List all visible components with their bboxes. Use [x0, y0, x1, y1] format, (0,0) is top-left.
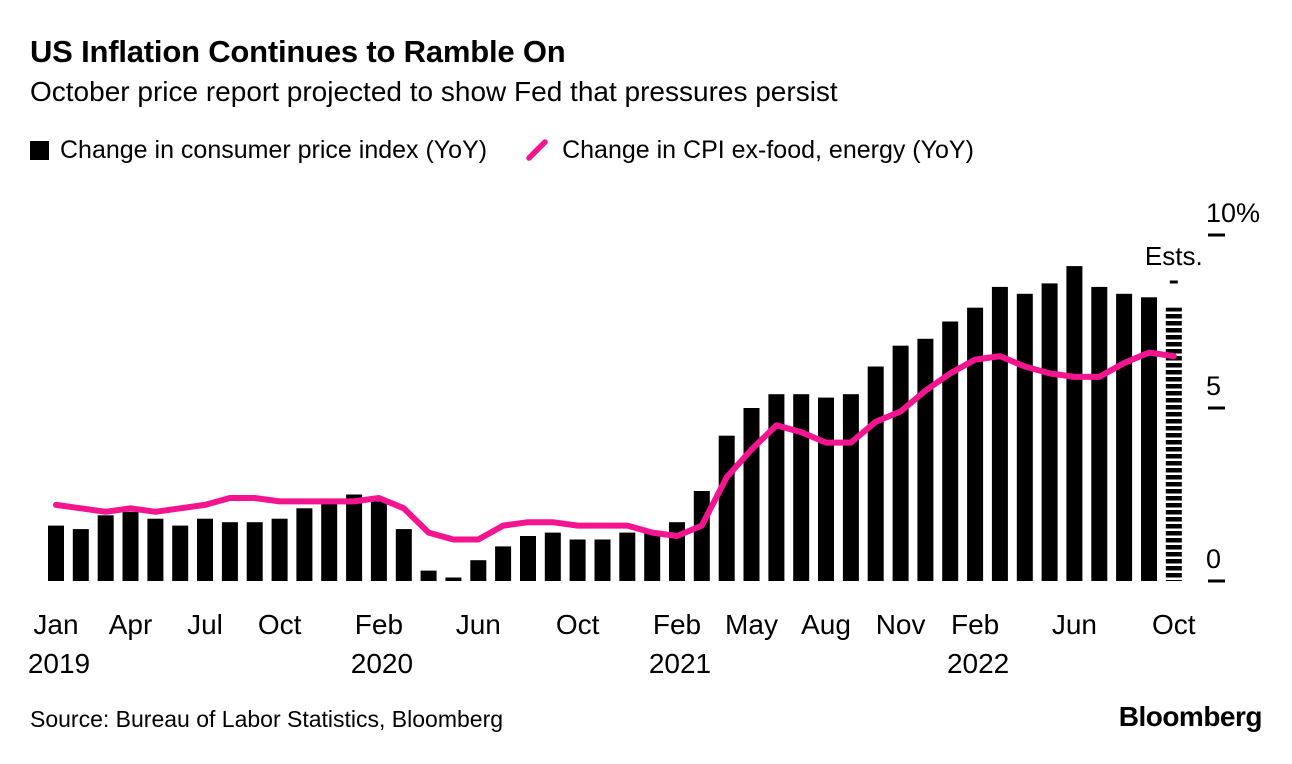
x-tick-year: 2021 — [649, 648, 711, 679]
bar — [48, 525, 64, 581]
bar — [644, 532, 661, 581]
bar — [594, 539, 611, 581]
bar — [942, 321, 959, 581]
bar — [718, 435, 735, 581]
bar — [793, 394, 810, 581]
bar — [1016, 293, 1033, 581]
bar — [470, 560, 487, 581]
bar — [370, 501, 387, 581]
black-square-icon — [30, 140, 49, 160]
bar — [495, 546, 512, 581]
bar — [842, 394, 859, 581]
x-tick-label: Jun — [456, 609, 501, 640]
bar — [991, 286, 1008, 581]
bar — [122, 511, 139, 581]
x-tick-label: Oct — [1152, 609, 1196, 640]
bar — [271, 518, 288, 581]
x-tick-label: Oct — [556, 609, 600, 640]
bar — [1141, 297, 1157, 581]
bar — [1041, 283, 1058, 581]
x-tick-label: May — [725, 609, 778, 640]
bar — [97, 515, 114, 581]
x-tick-label: Feb — [951, 609, 999, 640]
pink-line-icon — [526, 139, 548, 162]
bar — [221, 522, 238, 581]
bar — [967, 307, 984, 581]
cpi-chart: 10% 5 0 Jan 2019 Apr Jul Oct Feb 2020 Jun Oct Feb 202… — [28, 198, 1260, 679]
bar — [420, 570, 437, 581]
bar — [72, 528, 89, 581]
x-tick-label: Feb — [653, 609, 701, 640]
x-tick-label: Apr — [109, 609, 153, 640]
bar — [197, 518, 213, 581]
bar — [1091, 286, 1108, 581]
legend-label-core-cpi: Change in CPI ex-food, energy (YoY) — [562, 135, 974, 164]
bar — [544, 532, 561, 581]
bar — [693, 490, 710, 581]
bar — [296, 508, 313, 581]
x-tick-label: Jul — [187, 609, 223, 640]
bar — [818, 397, 834, 581]
y-tick-label: 0 — [1206, 544, 1221, 574]
x-tick-label: Oct — [258, 609, 302, 640]
y-tick-label: 5 — [1206, 371, 1221, 401]
bar — [743, 407, 760, 581]
bar — [867, 366, 884, 581]
y-tick-label: 10% — [1206, 198, 1260, 228]
bar-estimate — [1165, 307, 1182, 581]
bar — [445, 577, 462, 581]
chart-subtitle: October price report projected to show F… — [30, 75, 838, 107]
x-tick-label: Jun — [1052, 609, 1097, 640]
x-tick-year: 2019 — [28, 648, 90, 679]
x-tick-label: Jan — [33, 609, 78, 640]
x-tick-label: Aug — [801, 609, 851, 640]
legend: Change in consumer price index (YoY) Cha… — [30, 136, 1262, 165]
chart-title: US Inflation Continues to Ramble On — [30, 34, 566, 69]
bar — [1066, 265, 1083, 581]
bar — [346, 494, 363, 581]
bar — [892, 345, 909, 581]
x-tick-year: 2020 — [351, 648, 413, 679]
bar — [147, 518, 164, 581]
legend-item-cpi: Change in consumer price index (YoY) — [30, 136, 487, 165]
x-tick-label: Nov — [876, 609, 926, 640]
bloomberg-logo: Bloomberg — [1118, 700, 1263, 732]
legend-label-cpi: Change in consumer price index (YoY) — [60, 135, 488, 164]
bar — [395, 528, 412, 581]
bar — [172, 525, 189, 581]
bar — [768, 394, 785, 581]
estimate-label: Ests. — [1145, 241, 1203, 271]
bar — [917, 338, 934, 581]
x-tick-label: Feb — [355, 609, 403, 640]
source-note: Source: Bureau of Labor Statistics, Bloo… — [30, 705, 504, 732]
legend-item-core-cpi: Change in CPI ex-food, energy (YoY) — [523, 136, 974, 165]
bar — [619, 532, 636, 581]
bar — [246, 522, 263, 581]
bar — [520, 535, 536, 581]
bar — [569, 539, 586, 581]
footer: Source: Bureau of Labor Statistics, Bloo… — [30, 700, 1263, 733]
bar — [1116, 293, 1133, 581]
x-tick-year: 2022 — [947, 648, 1009, 679]
core-cpi-line — [53, 349, 1177, 543]
bar — [321, 501, 338, 581]
